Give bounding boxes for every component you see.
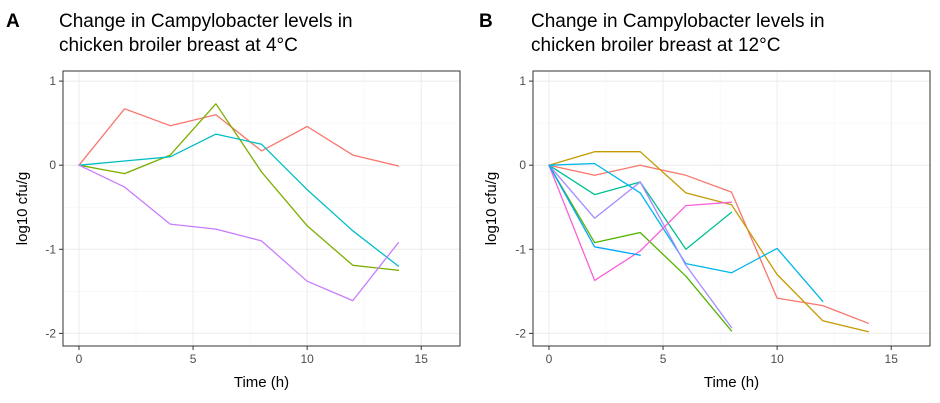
x-axis-title: Time (h) [234, 374, 289, 391]
series-line-5 [548, 162, 824, 303]
x-tick-label: 10 [770, 352, 784, 366]
axis-ticks: 0 5 10 15 -2 -1 0 1 [515, 74, 898, 366]
series-line-6 [548, 164, 733, 329]
x-tick-label: 5 [660, 352, 667, 366]
panel-b: B Change in Campylobacter levels in chic… [479, 11, 931, 391]
gridlines [63, 71, 460, 346]
y-tick-label: -1 [45, 242, 56, 256]
series-line-7 [548, 164, 733, 282]
series-line-4 [78, 164, 400, 302]
y-tick-label: 0 [49, 158, 56, 172]
series-line-1 [548, 164, 870, 324]
x-tick-label: 0 [546, 352, 553, 366]
series-line-3 [78, 133, 400, 267]
x-tick-label: 0 [76, 352, 83, 366]
x-tick-label: 15 [885, 352, 899, 366]
series-line-2 [548, 151, 870, 333]
plot-border [532, 70, 931, 347]
y-axis-title: log10 cfu/g [483, 172, 500, 245]
series-line-2 [78, 103, 400, 271]
plot-panel [62, 70, 461, 347]
y-axis-title: log10 cfu/g [14, 172, 31, 245]
axis-ticks: 0 5 10 15 -2 -1 0 1 [45, 74, 428, 366]
panel-letter: A [6, 11, 20, 32]
chart-title-line-1: Change in Campylobacter levels in [531, 11, 825, 32]
plot-panel [532, 70, 931, 347]
x-tick-label: 5 [190, 352, 197, 366]
y-tick-label: -1 [515, 242, 526, 256]
gridlines [533, 71, 930, 346]
chart-title-line-1: Change in Campylobacter levels in [59, 11, 353, 32]
x-axis-title: Time (h) [704, 374, 759, 391]
series-line-3 [548, 164, 733, 332]
x-tick-label: 10 [300, 352, 314, 366]
series-layer [548, 151, 870, 333]
plot-border [62, 70, 461, 347]
y-tick-label: 1 [519, 74, 526, 88]
chart-title-line-2: chicken broiler breast at 4°C [59, 35, 298, 56]
panel-a: A Change in Campylobacter levels in chic… [6, 11, 461, 391]
panel-letter: B [479, 11, 493, 32]
y-tick-label: -2 [515, 326, 526, 340]
y-tick-label: 1 [49, 74, 56, 88]
series-line-8 [548, 164, 641, 256]
y-tick-label: 0 [519, 158, 526, 172]
series-line-1 [78, 108, 400, 167]
x-tick-label: 15 [415, 352, 429, 366]
y-tick-label: -2 [45, 326, 56, 340]
chart-title-line-2: chicken broiler breast at 12°C [531, 35, 780, 56]
series-layer [78, 103, 400, 302]
